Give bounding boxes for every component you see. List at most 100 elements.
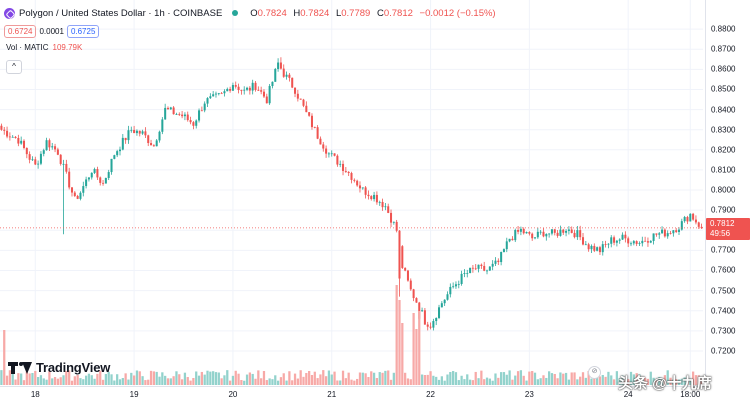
candle-body (452, 286, 455, 288)
volume-bar (34, 370, 37, 385)
candle-body (76, 195, 79, 199)
volume-bar (141, 376, 144, 385)
collapse-legend-button[interactable]: ^ (6, 60, 22, 74)
symbol-title[interactable]: Polygon / United States Dollar · 1h · CO… (19, 7, 223, 19)
candle-body (449, 286, 452, 295)
candle-body (14, 136, 17, 139)
volume-bar (378, 372, 381, 385)
candle-body (65, 163, 68, 172)
candle-body (531, 233, 534, 239)
candle-body (48, 140, 51, 148)
candle-body (511, 238, 514, 241)
volume-bar (243, 380, 246, 385)
candle-body (358, 185, 361, 189)
candle-body (629, 243, 633, 245)
sell-price-button[interactable]: 0.6724 (4, 25, 37, 38)
candle-body (189, 120, 192, 123)
last-price-tag: 0.7812 49:56 (706, 218, 750, 240)
price-axis[interactable] (705, 0, 750, 390)
candle-body (466, 273, 469, 274)
volume-bar (22, 380, 26, 385)
candle-body (344, 170, 347, 172)
volume-bar (533, 372, 537, 385)
volume-bar (319, 374, 322, 385)
price-tick-label: 0.7200 (711, 346, 736, 356)
candle-body (412, 289, 415, 299)
volume-bar (646, 378, 650, 385)
volume-bar (358, 372, 362, 385)
candle-body (56, 149, 59, 155)
candle-body (457, 283, 460, 285)
volume-bar (130, 372, 133, 385)
candle-body (567, 229, 570, 231)
volume-bar (192, 378, 195, 385)
candle-body (107, 172, 110, 178)
candle-body (130, 129, 133, 131)
tradingview-logo[interactable]: TradingView (8, 360, 110, 375)
candle-body (562, 229, 565, 233)
volume-bar (200, 371, 203, 385)
volume-bar (502, 372, 506, 385)
candle-body (31, 159, 34, 161)
volume-bar (672, 379, 675, 385)
candle-body (486, 270, 489, 272)
watermark-overlay-text: 头条 @十九席 (618, 375, 712, 392)
candle-body (528, 232, 531, 234)
volume-bar (121, 378, 124, 385)
volume-bar (474, 371, 477, 385)
candle-body (446, 294, 449, 300)
candle-body (28, 154, 31, 160)
volume-bar (649, 371, 652, 385)
volume-bar (395, 285, 398, 385)
volume-bar (655, 380, 658, 385)
candle-body (474, 268, 477, 270)
time-tick-label: 23 (524, 390, 534, 399)
volume-legend[interactable]: Vol · MATIC 109.79K (6, 43, 82, 52)
volume-bar (195, 371, 198, 385)
volume-bar (412, 313, 415, 385)
volume-bar (423, 374, 427, 385)
volume-bar (612, 379, 616, 385)
candle-body (652, 233, 655, 241)
candle-body (262, 91, 265, 97)
candle-body (590, 245, 593, 250)
candle-body (310, 115, 313, 128)
candle-body (243, 89, 246, 91)
volume-bar (406, 378, 410, 385)
buy-price-button[interactable]: 0.6725 (66, 25, 100, 38)
candle-body (680, 221, 683, 230)
volume-bar (127, 379, 130, 385)
tradingview-brand: TradingView (36, 360, 111, 375)
volume-bar (429, 371, 432, 385)
volume-bar (420, 374, 424, 385)
candle-body (384, 206, 387, 208)
volume-bar (384, 370, 387, 385)
price-tick-label: 0.8400 (711, 105, 736, 115)
volume-bar (677, 379, 681, 385)
volume-bar (118, 379, 122, 385)
candle-body (229, 88, 232, 91)
volume-bar (87, 373, 91, 385)
price-tick-label: 0.7700 (711, 245, 736, 255)
volume-bar (404, 372, 407, 385)
time-axis[interactable] (0, 386, 705, 405)
candle-body (116, 151, 119, 156)
volume-bar (700, 378, 703, 385)
candle-body (198, 110, 201, 121)
volume-bar (274, 375, 277, 385)
candle-body (305, 105, 308, 113)
candle-body (90, 172, 93, 178)
volume-bar (483, 379, 486, 385)
go-to-realtime-button[interactable]: ⊘ (588, 366, 601, 379)
price-tick-label: 0.8600 (711, 64, 736, 74)
volume-bar (42, 378, 45, 385)
candle-body (0, 125, 3, 130)
candle-body (661, 229, 664, 234)
volume-bar (497, 377, 500, 385)
volume-bar (621, 375, 624, 385)
volume-bar (689, 378, 692, 385)
volume-bar (90, 375, 93, 385)
volume-bar (5, 375, 9, 385)
